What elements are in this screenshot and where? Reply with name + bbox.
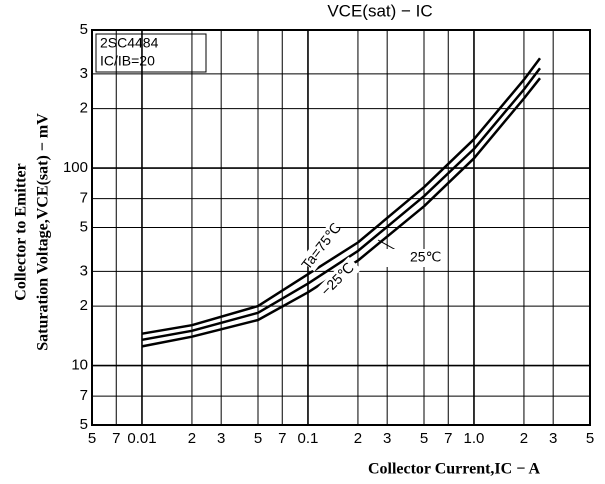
series-label-bg [300,222,344,272]
y-tick-label: 3 [80,65,88,82]
series-label-bg [386,249,434,267]
y-tick-label: 5 [80,416,88,433]
x-tick-label: 0.1 [298,430,319,447]
y-tick-label: 2 [80,297,88,314]
series-line [141,67,541,342]
x-tick-label: 3 [549,430,557,447]
y-tick-label: 3 [80,262,88,279]
x-tick-label: 5 [88,430,96,447]
x-tick-label: 7 [278,430,286,447]
annotation: 2SC4484 [100,35,159,51]
x-tick-label: 5 [586,430,594,447]
x-tick-label: 3 [383,430,391,447]
x-tick-label: 0.01 [127,430,156,447]
x-tick-label: 7 [444,430,452,447]
series-label-bg [314,256,362,304]
x-tick-label: 3 [217,430,225,447]
series-line [141,77,541,348]
annotation: IC/IB=20 [100,53,155,69]
y-tick-label: 100 [63,159,88,176]
series-label: 25℃ [410,249,441,265]
x-tick-label: 2 [354,430,362,447]
annotation-box [95,33,207,73]
y-tick-label: 2 [80,100,88,117]
y-axis-label: Saturation Voltage,VCE(sat) − mV [35,113,52,351]
x-tick-label: 2 [188,430,196,447]
chart-title: VCE(sat) − IC [327,1,432,20]
x-tick-label: 7 [112,430,120,447]
plot-frame [91,29,591,426]
y-tick-label: 7 [80,190,88,207]
y-tick-label: 5 [80,218,88,235]
y-tick-label: 7 [80,387,88,404]
x-axis-label: Collector Current,IC − A [368,461,541,478]
x-tick-label: 1.0 [464,430,485,447]
x-tick-label: 2 [520,430,528,447]
y-tick-label: 10 [71,357,88,374]
series-line [141,57,542,335]
x-tick-label: 5 [254,430,262,447]
y-axis-label: Collector to Emitter [13,163,30,300]
x-tick-label: 5 [420,430,428,447]
y-tick-label: 5 [80,21,88,38]
